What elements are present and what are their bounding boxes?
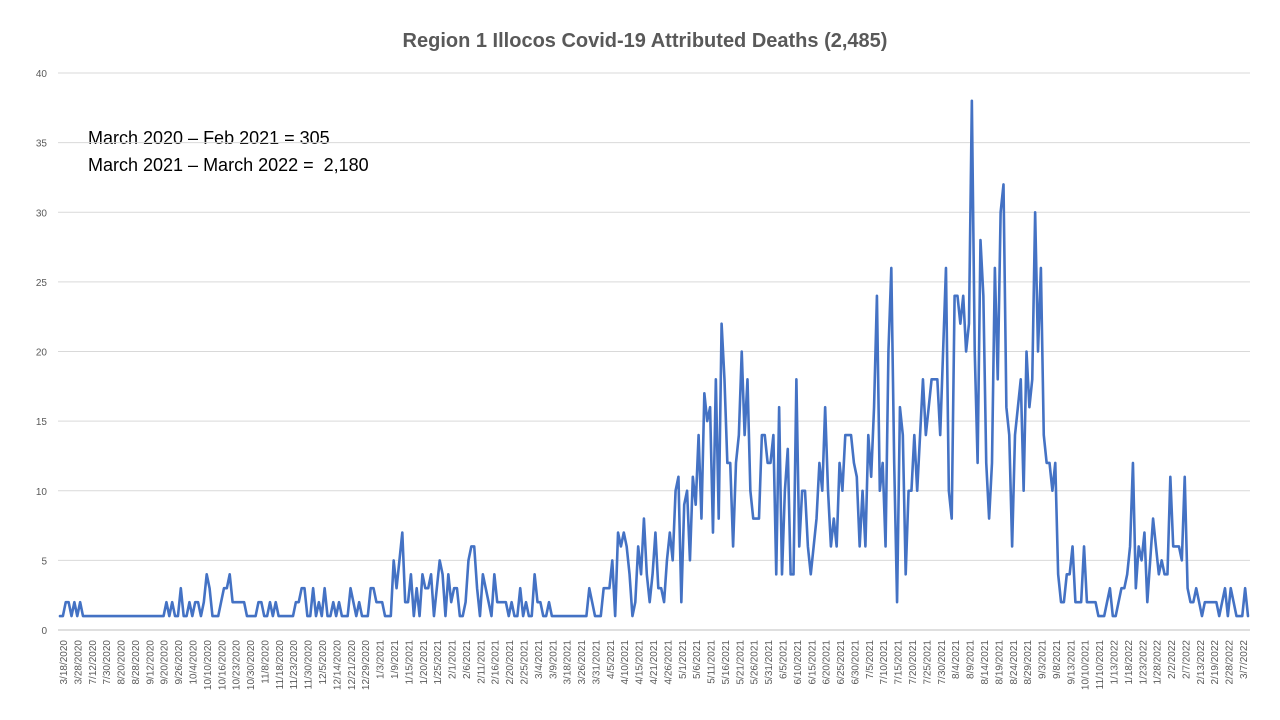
x-tick-label: 3/9/2021 (548, 640, 559, 679)
x-tick-label: 4/26/2021 (663, 640, 674, 685)
x-tick-label: 2/20/2021 (505, 640, 516, 685)
x-tick-label: 4/10/2021 (620, 640, 631, 685)
x-tick-label: 9/26/2020 (174, 640, 185, 685)
x-tick-label: 11/10/2021 (1095, 640, 1106, 690)
x-tick-label: 3/7/2022 (1239, 640, 1250, 679)
x-tick-label: 9/20/2020 (160, 640, 171, 685)
y-tick-label: 0 (41, 626, 47, 637)
x-tick-label: 9/3/2021 (1038, 640, 1049, 679)
x-tick-label: 8/9/2021 (966, 640, 977, 679)
series-line-deaths (58, 99, 1250, 618)
chart-title: Region 1 Illocos Covid-19 Attributed Dea… (402, 30, 888, 52)
x-tick-label: 10/4/2020 (189, 640, 200, 685)
x-tick-label: 9/8/2021 (1052, 640, 1063, 679)
x-tick-label: 8/19/2021 (994, 640, 1005, 685)
y-tick-label: 35 (36, 139, 48, 150)
x-tick-label: 7/12/2020 (88, 640, 99, 685)
x-tick-label: 1/15/2021 (404, 640, 415, 685)
x-tick-label: 3/4/2021 (534, 640, 545, 679)
x-tick-label: 3/31/2021 (591, 640, 602, 685)
x-tick-label: 2/25/2021 (519, 640, 530, 685)
x-tick-label: 12/14/2020 (332, 640, 343, 690)
x-tick-label: 8/28/2020 (131, 640, 142, 685)
x-tick-label: 5/16/2021 (721, 640, 732, 685)
x-tick-label: 1/18/2022 (1124, 640, 1135, 685)
y-tick-label: 5 (41, 556, 47, 567)
x-tick-label: 6/30/2021 (850, 640, 861, 685)
x-tick-label: 12/5/2020 (318, 640, 329, 685)
x-tick-label: 1/13/2022 (1109, 640, 1120, 685)
x-tick-label: 2/16/2021 (491, 640, 502, 685)
y-tick-label: 20 (36, 348, 48, 359)
x-tick-label: 10/30/2020 (246, 640, 257, 690)
x-tick-label: 8/20/2020 (117, 640, 128, 685)
x-tick-label: 1/25/2021 (433, 640, 444, 685)
x-tick-label: 5/11/2021 (707, 640, 718, 684)
x-tick-label: 5/1/2021 (678, 640, 689, 679)
x-tick-label: 9/13/2021 (1066, 640, 1077, 685)
x-tick-label: 3/28/2020 (73, 640, 84, 685)
x-tick-label: 7/25/2021 (922, 640, 933, 685)
x-tick-label: 5/26/2021 (750, 640, 761, 685)
x-tick-label: 7/15/2021 (894, 640, 905, 685)
x-tick-label: 7/5/2021 (865, 640, 876, 679)
x-tick-label: 8/14/2021 (980, 640, 991, 685)
x-tick-label: 9/12/2020 (145, 640, 156, 685)
x-tick-label: 4/15/2021 (635, 640, 646, 685)
x-tick-label: 7/30/2020 (102, 640, 113, 685)
y-tick-label: 30 (36, 208, 48, 219)
annotation-period-2021: March 2021 – March 2022 = 2,180 (88, 155, 369, 175)
x-tick-label: 11/18/2020 (275, 640, 286, 690)
x-tick-label: 5/31/2021 (764, 640, 775, 685)
x-tick-label: 2/1/2021 (448, 640, 459, 679)
y-tick-label: 25 (36, 278, 48, 289)
x-tick-label: 6/10/2021 (793, 640, 804, 685)
x-tick-label: 2/6/2021 (462, 640, 473, 679)
x-tick-label: 11/23/2020 (289, 640, 300, 690)
x-tick-label: 1/3/2021 (376, 640, 387, 679)
x-tick-label: 7/20/2021 (908, 640, 919, 685)
x-tick-label: 12/21/2020 (347, 640, 358, 690)
x-tick-label: 3/18/2021 (563, 640, 574, 685)
x-tick-label: 10/10/2021 (1081, 640, 1092, 690)
x-tick-label: 5/6/2021 (692, 640, 703, 679)
x-tick-label: 2/11/2021 (476, 640, 487, 684)
x-tick-label: 12/29/2020 (361, 640, 372, 690)
x-tick-label: 3/18/2020 (59, 640, 70, 685)
x-tick-label: 11/8/2020 (260, 640, 271, 684)
x-tick-label: 8/29/2021 (1023, 640, 1034, 685)
y-tick-label: 40 (36, 69, 48, 80)
x-tick-label: 4/5/2021 (606, 640, 617, 679)
x-tick-label: 1/9/2021 (390, 640, 401, 679)
x-tick-label: 7/10/2021 (879, 640, 890, 685)
x-tick-label: 2/13/2022 (1196, 640, 1207, 685)
x-tick-label: 10/23/2020 (232, 640, 243, 690)
x-tick-label: 5/21/2021 (735, 640, 746, 685)
x-tick-label: 6/15/2021 (807, 640, 818, 685)
x-tick-label: 2/7/2022 (1181, 640, 1192, 679)
x-tick-label: 10/10/2020 (203, 640, 214, 690)
x-tick-label: 6/25/2021 (836, 640, 847, 685)
x-tick-label: 3/26/2021 (577, 640, 588, 685)
x-tick-label: 7/30/2021 (937, 640, 948, 685)
x-tick-label: 4/21/2021 (649, 640, 660, 685)
y-tick-label: 15 (36, 417, 48, 428)
x-tick-label: 1/28/2022 (1153, 640, 1164, 685)
x-tick-label: 2/28/2022 (1225, 640, 1236, 685)
x-tick-label: 10/16/2020 (217, 640, 228, 690)
x-tick-label: 8/4/2021 (951, 640, 962, 679)
x-tick-label: 2/19/2022 (1210, 640, 1221, 685)
x-tick-label: 1/20/2021 (419, 640, 430, 685)
x-tick-label: 11/30/2020 (304, 640, 315, 690)
x-tick-label: 6/20/2021 (822, 640, 833, 685)
x-tick-label: 1/23/2022 (1138, 640, 1149, 685)
x-tick-label: 2/2/2022 (1167, 640, 1178, 679)
y-tick-label: 10 (36, 487, 48, 498)
x-tick-label: 8/24/2021 (1009, 640, 1020, 685)
x-tick-label: 6/5/2021 (779, 640, 790, 679)
